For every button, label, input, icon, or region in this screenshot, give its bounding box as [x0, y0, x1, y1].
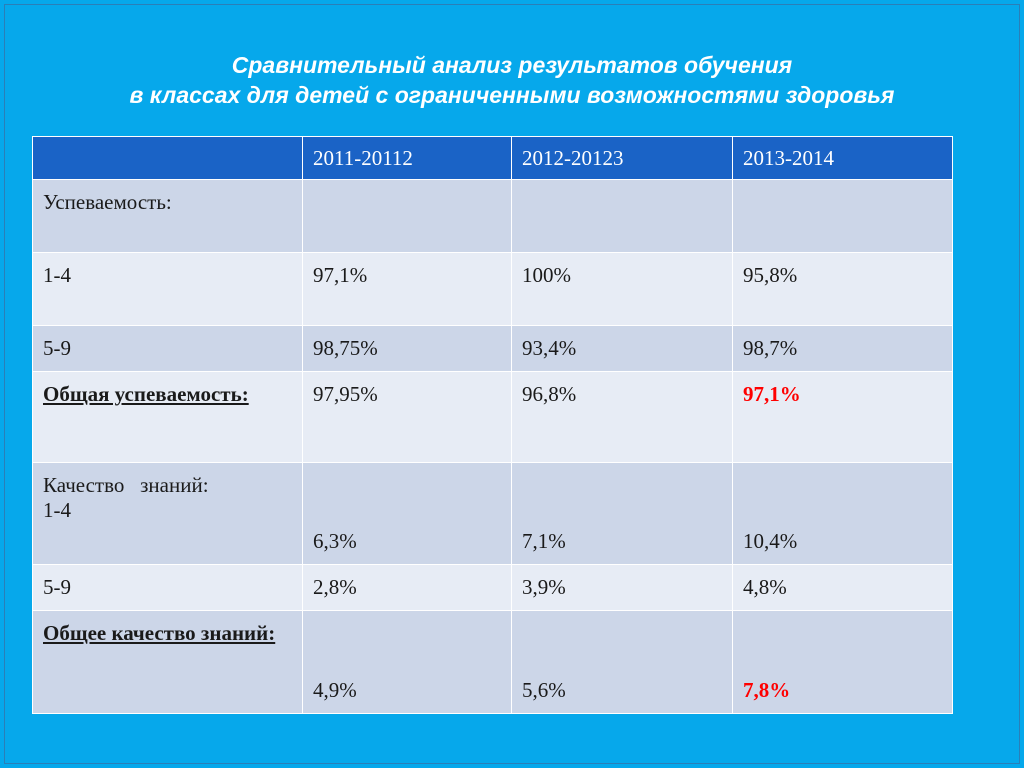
- quality-label: Качество знаний:: [43, 473, 209, 497]
- slide-frame: [4, 4, 1020, 764]
- table-cell-highlight: 7,8%: [732, 610, 953, 714]
- table-cell: [732, 179, 953, 253]
- table-cell: 97,1%: [302, 252, 512, 326]
- table-cell: 95,8%: [732, 252, 953, 326]
- row-label: 5-9: [32, 564, 303, 611]
- title-line-2: в классах для детей с ограниченными возм…: [129, 82, 895, 108]
- table-cell: 4,9%: [302, 610, 512, 714]
- row-label: Общее качество знаний:: [32, 610, 303, 714]
- table-row: Успеваемость:: [32, 179, 953, 253]
- title-line-1: Сравнительный анализ результатов обучени…: [231, 52, 793, 78]
- table-cell: 93,4%: [511, 325, 733, 372]
- table-cell: 2,8%: [302, 564, 512, 611]
- table-cell: 3,9%: [511, 564, 733, 611]
- row-label: 1-4: [32, 252, 303, 326]
- table-cell: 98,7%: [732, 325, 953, 372]
- header-cell-empty: [32, 136, 303, 180]
- row-label: Качество знаний: 1-4: [32, 462, 303, 565]
- table-row: 1-4 97,1% 100% 95,8%: [32, 252, 953, 326]
- table-cell: 10,4%: [732, 462, 953, 565]
- table-cell: [302, 179, 512, 253]
- table-cell: 97,95%: [302, 371, 512, 463]
- table-row: 5-9 98,75% 93,4% 98,7%: [32, 325, 953, 372]
- table-cell: 98,75%: [302, 325, 512, 372]
- table-row: Общее качество знаний: 4,9% 5,6% 7,8%: [32, 610, 953, 714]
- table-cell: [511, 179, 733, 253]
- table-row: 5-9 2,8% 3,9% 4,8%: [32, 564, 953, 611]
- table-cell-highlight: 97,1%: [732, 371, 953, 463]
- table-cell: 5,6%: [511, 610, 733, 714]
- header-cell-2013: 2013-2014: [732, 136, 953, 180]
- slide-title: Сравнительный анализ результатов обучени…: [0, 50, 1024, 110]
- total-quality-label: Общее качество знаний:: [43, 621, 276, 645]
- results-table: 2011-20112 2012-20123 2013-2014 Успеваем…: [32, 136, 953, 714]
- total-progress-label: Общая успеваемость:: [43, 382, 249, 406]
- row-label: 5-9: [32, 325, 303, 372]
- quality-sublabel: 1-4: [43, 498, 71, 522]
- table-cell: 6,3%: [302, 462, 512, 565]
- table-cell: 7,1%: [511, 462, 733, 565]
- header-cell-2011: 2011-20112: [302, 136, 512, 180]
- row-label: Общая успеваемость:: [32, 371, 303, 463]
- table-row: Качество знаний: 1-4 6,3% 7,1% 10,4%: [32, 462, 953, 565]
- table-cell: 100%: [511, 252, 733, 326]
- table-row: Общая успеваемость: 97,95% 96,8% 97,1%: [32, 371, 953, 463]
- table-cell: 96,8%: [511, 371, 733, 463]
- header-cell-2012: 2012-20123: [511, 136, 733, 180]
- table-cell: 4,8%: [732, 564, 953, 611]
- table-header-row: 2011-20112 2012-20123 2013-2014: [32, 136, 953, 180]
- row-label: Успеваемость:: [32, 179, 303, 253]
